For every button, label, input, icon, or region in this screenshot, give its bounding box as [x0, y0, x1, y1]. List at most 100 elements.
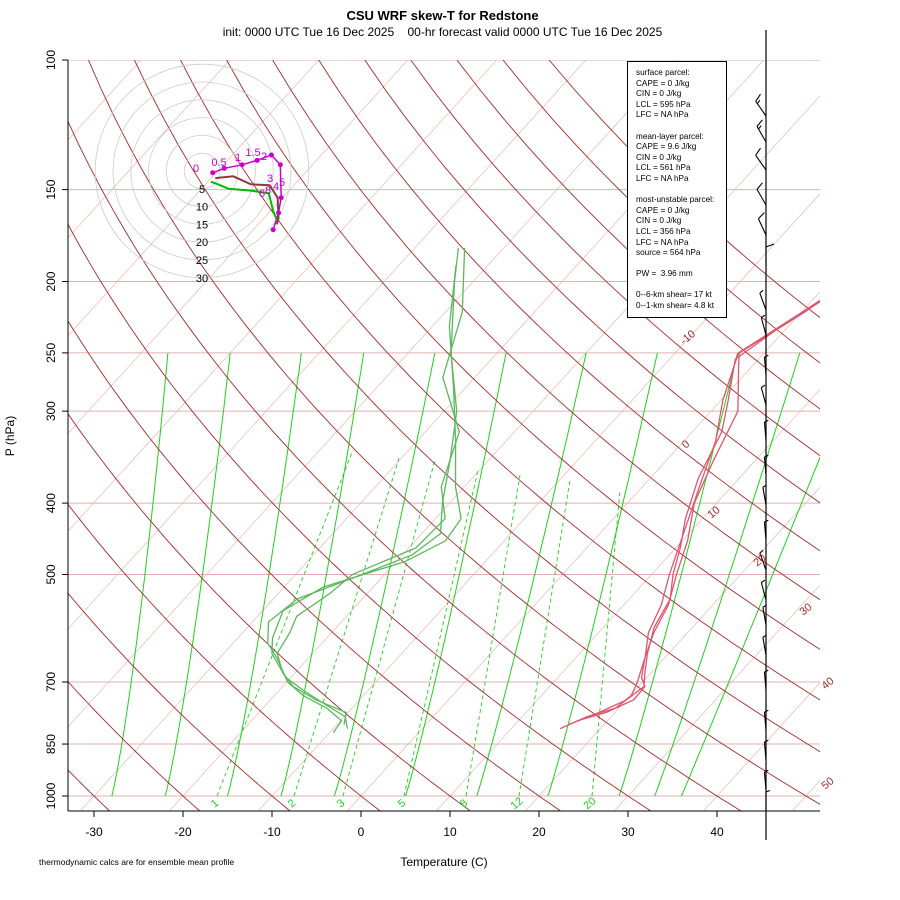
mixing-ratio-line	[293, 454, 401, 797]
isotherm-line	[68, 60, 587, 630]
info-line	[636, 259, 726, 270]
wind-barb-half	[764, 769, 769, 773]
info-line: mean-layer parcel:	[636, 131, 704, 141]
y-tick-label: 850	[44, 734, 58, 754]
isotherm-line	[68, 60, 231, 239]
hodograph-point	[239, 162, 245, 168]
y-tick-label: 250	[44, 343, 58, 363]
x-tick-label: 20	[532, 825, 546, 839]
wind-barb-half	[764, 739, 769, 743]
dry-adiabat-line	[68, 592, 291, 811]
hodograph-ring-label: 10	[196, 202, 208, 214]
dry-adiabat-line	[68, 120, 742, 811]
hodograph-height-label: 8	[265, 185, 271, 197]
wind-barb	[756, 182, 767, 206]
info-line	[636, 280, 726, 291]
isotherm-line	[168, 95, 820, 811]
hodograph-ring-label: 15	[196, 219, 208, 231]
wind-barb-staff	[760, 317, 767, 336]
hodograph-height-label: 0	[193, 163, 199, 175]
info-line: LFC = NA hPa	[636, 110, 689, 120]
dry-adiabat-line	[410, 60, 820, 457]
hodograph-height-label: 1	[235, 152, 241, 164]
wind-barb	[763, 519, 769, 541]
wind-barb-staff	[763, 522, 767, 541]
dry-adiabat-line	[68, 503, 381, 811]
wind-barb-flag	[755, 93, 761, 102]
wind-barb-half	[762, 634, 767, 638]
dry-adiabat-line	[87, 60, 820, 805]
info-line: LCL = 356 hPa	[636, 226, 691, 236]
wind-barb	[759, 289, 767, 311]
info-line: most-unstable parcel:	[636, 195, 715, 205]
info-line	[636, 121, 726, 132]
moist-adiabat-line	[333, 352, 436, 797]
wind-barb-staff	[756, 189, 767, 206]
dewpoint-profile-line	[271, 265, 462, 729]
wind-barb-staff	[762, 637, 767, 656]
moist-adiabat-line	[280, 352, 365, 797]
isotherm-line	[346, 291, 820, 811]
x-tick-label: -10	[263, 825, 281, 839]
isotherm-line	[613, 584, 820, 811]
hodograph-height-label: 1.5	[245, 147, 260, 159]
wind-barb-staff	[763, 422, 767, 441]
dry-adiabat-line	[68, 223, 652, 811]
moist-adiabat-line	[111, 352, 169, 797]
hodograph-ring	[183, 152, 221, 190]
wind-barb-half	[762, 484, 767, 488]
hodograph-ring	[165, 134, 238, 207]
wind-barb-staff	[759, 292, 767, 311]
wind-barb-half	[764, 709, 769, 713]
info-line: LCL = 561 hPa	[636, 163, 691, 173]
temperature-profile-line	[568, 301, 820, 726]
dewpoint-profile-line	[267, 247, 460, 733]
dry-adiabat-line	[68, 413, 472, 811]
y-tick-label: 1000	[44, 782, 58, 809]
hodograph-ring-label: 30	[196, 273, 208, 285]
isotherm-line	[68, 60, 498, 532]
wind-barb-staff	[762, 487, 767, 506]
info-line: CAPE = 0 J/kg	[636, 205, 690, 215]
hodograph-ring	[94, 63, 310, 279]
info-line: CIN = 0 J/kg	[636, 152, 682, 162]
dewpoint-profile-line	[276, 247, 466, 725]
hodograph-low-trace	[210, 180, 278, 221]
mixing-ratio-label: 3	[335, 797, 347, 810]
wind-barb-staff	[760, 387, 767, 406]
info-line: LCL = 595 hPa	[636, 99, 691, 109]
adiabat-label: 30	[798, 601, 815, 618]
x-tick-label: 30	[621, 825, 635, 839]
info-line: 0--1-km shear= 4.8 kt	[636, 301, 715, 311]
wind-barb-flag	[756, 182, 763, 190]
wind-barb-half	[759, 549, 764, 554]
parcel-info-box: surface parcel: CAPE = 0 J/kg CIN = 0 J/kg…	[627, 61, 727, 318]
wind-barb-staff	[755, 154, 767, 171]
wind-barb-flag	[758, 212, 765, 220]
wind-barb	[765, 243, 775, 265]
sounding-profiles	[267, 247, 820, 733]
x-tick-label: 0	[358, 825, 365, 839]
moist-adiabat-line	[547, 352, 658, 797]
wind-barb-half	[761, 579, 766, 584]
wind-barb-staff	[760, 582, 767, 601]
hodograph-mid-trace	[215, 175, 280, 225]
moist-adiabat-line	[405, 352, 507, 797]
dry-adiabat-line	[318, 60, 820, 552]
moist-adiabat-line	[654, 352, 801, 797]
hodograph-point	[210, 170, 216, 176]
temperature-profile-line	[577, 299, 820, 722]
wind-barb-half	[758, 125, 762, 130]
wind-barb	[757, 212, 767, 236]
info-line: 0--6-km shear= 17 kt	[636, 290, 712, 300]
x-tick-label: -30	[85, 825, 103, 839]
wind-barb-half	[756, 99, 761, 105]
info-line: CAPE = 9.6 J/kg	[636, 142, 697, 152]
wind-barb	[763, 454, 769, 476]
wind-barb	[762, 634, 767, 656]
wind-barb-half	[762, 604, 767, 608]
y-tick-label: 500	[44, 564, 58, 584]
y-tick-label: 700	[44, 672, 58, 692]
